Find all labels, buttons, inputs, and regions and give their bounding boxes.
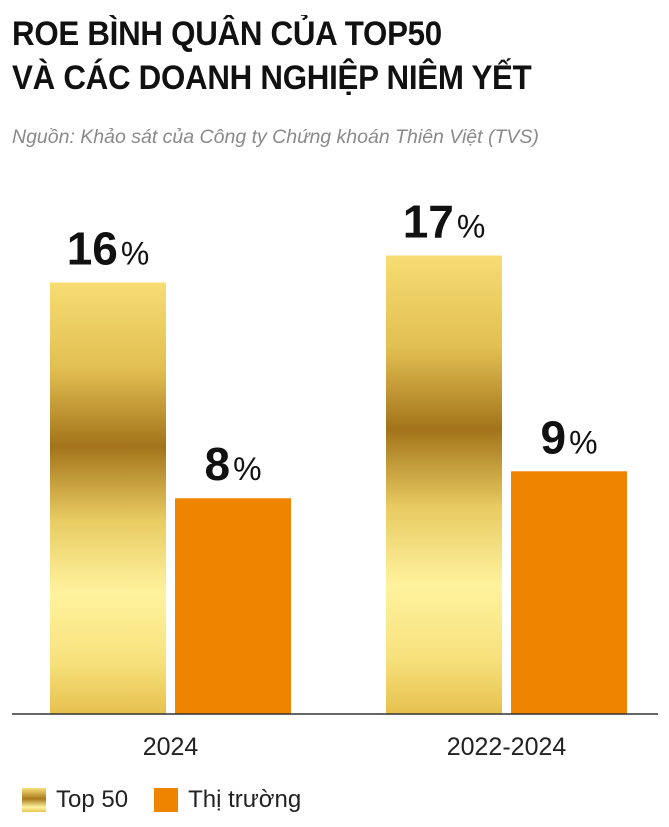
- title-line-2: VÀ CÁC DOANH NGHIỆP NIÊM YẾT: [12, 59, 532, 97]
- value-label-market-2022-2024: 9%: [540, 411, 597, 463]
- legend-swatch-top50: [22, 788, 46, 812]
- x-tick-2024: 2024: [143, 733, 199, 761]
- legend-label-top50: Top 50: [56, 786, 129, 813]
- bar-market-2022-2024: [511, 471, 627, 714]
- bar-top50-2022-2024: [386, 255, 502, 715]
- value-label-top50-2024: 16%: [67, 222, 150, 274]
- x-tick-2022-2024: 2022-2024: [447, 733, 567, 761]
- x-axis-ticks: 2024 2022-2024: [143, 733, 567, 761]
- bars: [50, 255, 627, 715]
- value-label-market-2024: 8%: [204, 438, 261, 490]
- value-label-top50-2022-2024: 17%: [403, 196, 486, 248]
- value-labels: 16% 8% 17% 9%: [67, 196, 598, 491]
- legend-item-market: Thị trường: [154, 786, 301, 814]
- source-note: Nguồn: Khảo sát của Công ty Chứng khoán …: [12, 126, 539, 148]
- title-line-1: ROE BÌNH QUÂN CỦA TOP50: [12, 15, 442, 53]
- bar-market-2024: [175, 498, 291, 714]
- legend-label-market: Thị trường: [188, 786, 302, 813]
- chart-title: ROE BÌNH QUÂN CỦA TOP50 VÀ CÁC DOANH NGH…: [12, 12, 610, 100]
- bar-top50-2024: [50, 282, 166, 714]
- legend: Top 50 Thị trường: [22, 785, 327, 815]
- legend-item-top50: Top 50: [22, 786, 128, 814]
- legend-swatch-market: [154, 788, 179, 812]
